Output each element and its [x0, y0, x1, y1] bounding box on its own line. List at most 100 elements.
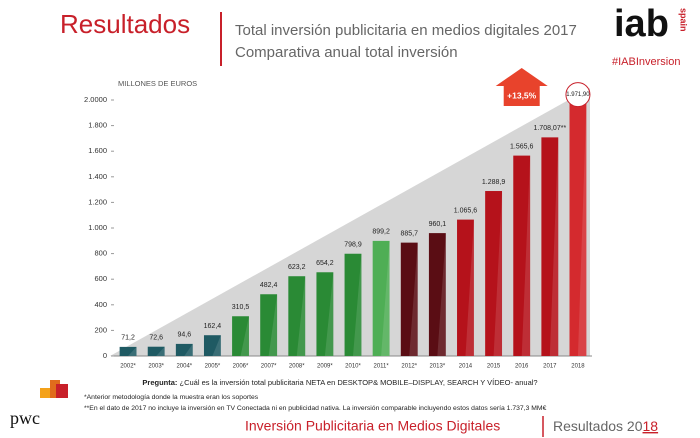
x-tick-label: 2007* [261, 364, 277, 370]
bar-shade [268, 294, 278, 356]
y-tick-label: 2.0000 [84, 95, 107, 104]
subtitle: Total inversión publicitaria en medios d… [235, 22, 577, 39]
bar [260, 294, 278, 356]
x-tick-label: 2015 [487, 364, 501, 370]
x-tick-label: 2017 [543, 364, 557, 370]
subtitle: Comparativa anual total inversión [235, 44, 458, 61]
value-label: 1.971,90 [566, 92, 590, 98]
bar [175, 343, 193, 356]
x-tick-label: 2008* [289, 364, 305, 370]
x-tick-label: 2002* [120, 364, 136, 370]
x-tick-label: 2004* [176, 364, 192, 370]
bar-shade [409, 242, 418, 356]
y-tick-label: 0 [103, 351, 107, 360]
annotation-arrow [495, 68, 548, 106]
bar-shade [240, 316, 249, 356]
logo: iab [614, 3, 669, 45]
bar [457, 219, 474, 356]
bar [232, 316, 249, 356]
bar-shade [296, 276, 306, 356]
x-tick-label: 2013* [430, 364, 446, 370]
x-tick-label: 2005* [205, 364, 221, 370]
value-label: 72,6 [149, 335, 163, 342]
footer-accent: 18 [643, 418, 659, 434]
x-tick-label: 2012* [401, 364, 417, 370]
bar-shade [212, 335, 221, 356]
bar-shade [156, 346, 165, 356]
bar [372, 240, 390, 356]
bar-shade [437, 233, 446, 356]
bar-shade [549, 137, 559, 356]
bar-shade [521, 155, 531, 356]
slide-title: Resultados [60, 9, 190, 39]
bar-shade [128, 346, 137, 356]
value-label: 899,2 [372, 229, 390, 236]
brand-block [40, 388, 54, 398]
bar-shade [353, 253, 362, 356]
footnote: **En el dato de 2017 no incluye la inver… [84, 405, 547, 412]
bar-shade [324, 272, 334, 356]
value-label: 885,7 [400, 230, 418, 237]
bar [428, 233, 446, 356]
y-tick-label: 1.400 [88, 172, 107, 181]
bar-shade [381, 240, 390, 356]
bar [400, 242, 418, 356]
question: Pregunta: ¿Cuál es la inversión total pu… [142, 378, 537, 387]
brand: pwc [10, 408, 40, 428]
y-tick-label: 600 [94, 274, 107, 283]
value-label: 162,4 [204, 323, 222, 330]
footer-text: Resultados 2018 [553, 418, 658, 434]
bar-shade [493, 191, 503, 356]
value-label: 1.288,9 [482, 179, 505, 186]
bar [203, 335, 221, 356]
chart: 0 200 400 600 800 1.000 1.200 1.400 1.600 1.800 2.… [84, 68, 592, 370]
bar-shade [465, 219, 474, 356]
annotation: +13,5% [507, 90, 537, 100]
x-tick-label: 2014 [459, 364, 473, 370]
value-label: 798,9 [344, 242, 362, 249]
bar [316, 272, 334, 356]
bar [344, 253, 362, 356]
bar [485, 191, 503, 356]
x-tick-label: 2006* [233, 364, 249, 370]
bar [541, 137, 559, 356]
value-label: 94,6 [177, 332, 191, 339]
bar [147, 346, 165, 356]
bar-shade [184, 343, 193, 356]
hashtag: #IABInversion [612, 56, 680, 68]
footer-text: Inversión Publicitaria en Medios Digital… [245, 418, 500, 434]
question-text: ¿Cuál es la inversión total publicitaria… [177, 378, 537, 387]
value-label: 654,2 [316, 260, 334, 267]
value-label: 623,2 [288, 264, 306, 271]
y-tick-label: 1.000 [88, 223, 107, 232]
x-tick-label: 2016 [515, 364, 529, 370]
y-tick-label: 800 [94, 249, 107, 258]
y-tick-label: 400 [94, 300, 107, 309]
logo-sub: spain [679, 8, 689, 32]
bar [569, 103, 587, 356]
y-tick-label: 200 [94, 325, 107, 334]
y-axis-title: MILLONES DE EUROS [118, 79, 197, 88]
value-label: 482,4 [260, 282, 278, 289]
value-label-ring [565, 82, 591, 108]
footer-right: Resultados 20 [553, 418, 643, 434]
brand-block [50, 380, 60, 398]
x-tick-label: 2009* [317, 364, 333, 370]
x-tick-label: 2003* [148, 364, 164, 370]
y-tick-label: 1.600 [88, 146, 107, 155]
bar [513, 155, 531, 356]
y-tick-label: 1.200 [88, 197, 107, 206]
x-tick-label: 2018 [571, 364, 585, 370]
value-label: 960,1 [429, 221, 447, 228]
bar [288, 276, 306, 356]
x-tick-label: 2010* [345, 364, 361, 370]
footnote: *Anterior metodología donde la muestra e… [84, 394, 259, 401]
question-label: Pregunta: [142, 378, 177, 387]
value-label: 310,5 [232, 304, 250, 311]
value-label: 71,2 [121, 335, 135, 342]
value-label: 1.565,6 [510, 143, 533, 150]
brand-block [56, 384, 68, 398]
bar-shade [577, 103, 587, 356]
